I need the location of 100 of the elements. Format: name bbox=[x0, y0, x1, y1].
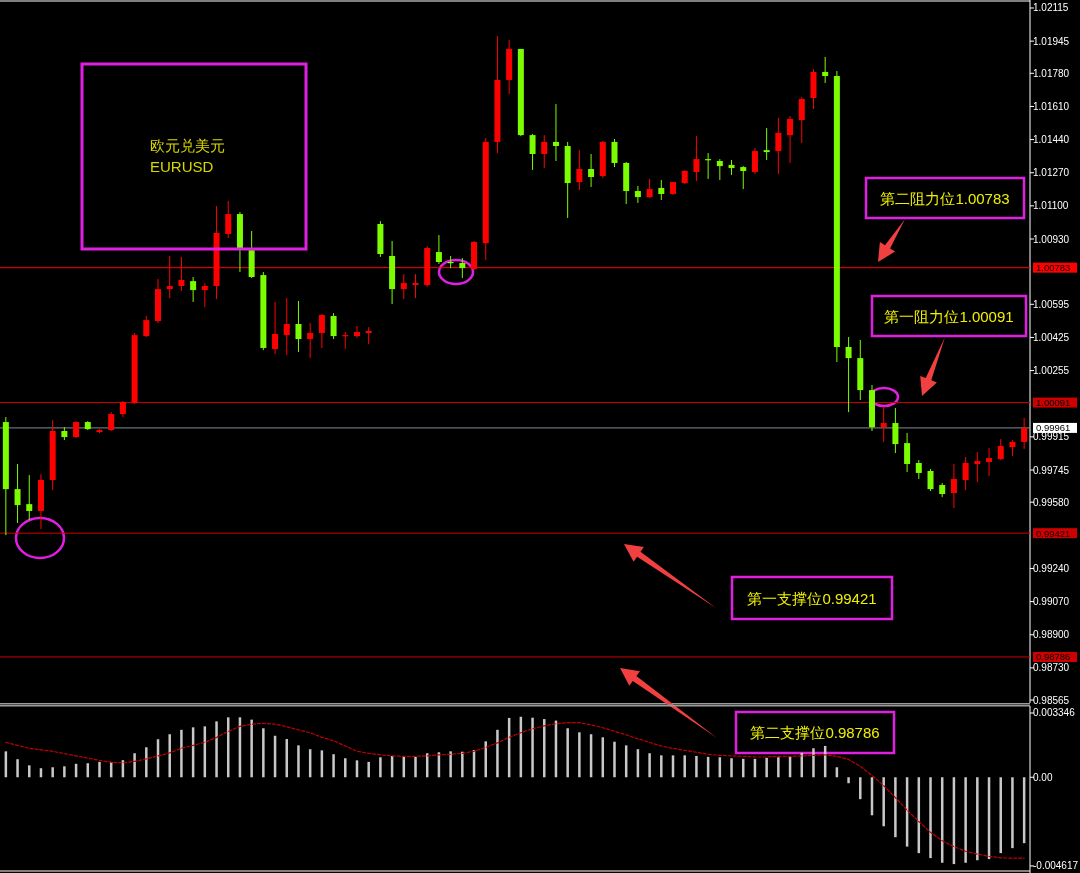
candlestick bbox=[986, 447, 993, 477]
annotation: 第二支撑位0.98786 bbox=[750, 724, 880, 741]
candlestick bbox=[950, 463, 957, 509]
candlestick bbox=[353, 325, 360, 339]
bar bbox=[367, 761, 370, 778]
candlestick bbox=[541, 134, 548, 169]
bar bbox=[168, 734, 171, 778]
bar bbox=[63, 766, 66, 778]
bar bbox=[51, 767, 54, 778]
bar bbox=[215, 721, 218, 778]
candlestick bbox=[307, 322, 314, 359]
candlestick bbox=[775, 117, 782, 175]
candlestick bbox=[763, 127, 770, 161]
bar bbox=[16, 759, 19, 778]
candlestick bbox=[295, 300, 302, 353]
candlestick bbox=[435, 234, 442, 265]
bar bbox=[964, 777, 967, 863]
candlestick bbox=[400, 273, 407, 300]
annotation: 第二支撑位0.98786 bbox=[734, 710, 896, 755]
bar bbox=[578, 732, 581, 778]
candlestick bbox=[108, 411, 115, 432]
bar bbox=[180, 729, 183, 778]
ref-line-label: 1.00783 bbox=[1036, 262, 1071, 274]
bar bbox=[133, 753, 136, 778]
bar bbox=[730, 758, 733, 778]
bar bbox=[1011, 777, 1014, 849]
bar bbox=[882, 777, 885, 827]
candlestick bbox=[283, 297, 290, 356]
bar bbox=[566, 728, 569, 778]
y-tick-label: 0.003346 bbox=[1033, 707, 1076, 719]
bar bbox=[297, 745, 300, 778]
annotation: 第一支撑位0.99421 bbox=[747, 589, 877, 607]
candlestick bbox=[576, 149, 583, 191]
annotation: 第一阻力位1.00091 bbox=[870, 294, 1028, 338]
ref-line-label: 0.98786 bbox=[1036, 651, 1071, 663]
bar bbox=[262, 728, 265, 778]
title-box: 欧元兑美元 EURUSD bbox=[80, 62, 308, 251]
bar bbox=[976, 777, 979, 861]
candlestick bbox=[845, 336, 852, 413]
candlestick bbox=[330, 312, 337, 340]
bar bbox=[695, 755, 698, 778]
bar bbox=[344, 758, 347, 778]
bar bbox=[145, 747, 148, 778]
candlestick bbox=[225, 200, 232, 239]
ref-line-label: 0.99421 bbox=[1036, 527, 1071, 539]
bar bbox=[543, 719, 546, 778]
bar bbox=[531, 717, 534, 778]
annotation: 第一支撑位0.99421 bbox=[730, 575, 894, 621]
candlestick bbox=[787, 115, 794, 164]
bar bbox=[765, 757, 768, 778]
candlestick bbox=[14, 463, 21, 524]
candlestick bbox=[26, 474, 33, 521]
bar bbox=[379, 757, 382, 778]
y-tick-label: 1.01100 bbox=[1033, 200, 1069, 212]
bar bbox=[648, 753, 651, 778]
bar bbox=[777, 757, 780, 778]
y-tick-label: 0.98565 bbox=[1033, 694, 1070, 706]
bar bbox=[929, 777, 932, 859]
candlestick bbox=[1021, 417, 1028, 450]
y-tick-label: 1.02115 bbox=[1033, 2, 1069, 14]
y-tick-label: 0.00 bbox=[1033, 771, 1053, 783]
bar bbox=[812, 748, 815, 778]
candlestick bbox=[880, 406, 887, 443]
candlestick bbox=[892, 407, 899, 454]
candlestick bbox=[143, 315, 150, 338]
y-tick-label: 0.98900 bbox=[1033, 629, 1070, 641]
y-tick-label: 0.98730 bbox=[1033, 662, 1070, 674]
bar bbox=[28, 765, 31, 778]
y-tick-label: 0.99915 bbox=[1033, 431, 1070, 443]
candlestick bbox=[974, 451, 981, 483]
candlestick bbox=[904, 432, 911, 473]
candlestick bbox=[201, 282, 208, 308]
candlestick bbox=[634, 185, 641, 204]
bar bbox=[613, 741, 616, 778]
candlestick bbox=[552, 103, 559, 162]
y-tick-label: 0.99070 bbox=[1033, 596, 1070, 608]
bar bbox=[894, 777, 897, 838]
candlestick bbox=[716, 158, 723, 181]
ref-label: 0.98786 bbox=[1033, 651, 1077, 663]
candlestick bbox=[997, 438, 1004, 461]
y-tick-label: 1.01270 bbox=[1033, 167, 1070, 179]
y-tick-label: 1.01440 bbox=[1033, 134, 1070, 146]
y-tick-label: 1.01945 bbox=[1033, 35, 1070, 47]
y-tick-label: 0.99580 bbox=[1033, 496, 1070, 508]
annotation: 第二阻力位1.00783 bbox=[880, 189, 1010, 207]
candlestick bbox=[588, 153, 595, 188]
y-tick-label: 1.01780 bbox=[1033, 67, 1070, 79]
candlestick bbox=[740, 165, 747, 190]
y-tick-label: 0.99745 bbox=[1033, 464, 1070, 476]
annotation: 第一阻力位1.00091 bbox=[884, 307, 1014, 325]
bar bbox=[98, 761, 101, 778]
annotation: 第二阻力位1.00783 bbox=[864, 176, 1026, 220]
ref-line-label: 0.99961 bbox=[1036, 422, 1071, 434]
candlestick bbox=[751, 147, 758, 175]
bar bbox=[461, 751, 464, 778]
candlestick bbox=[962, 456, 969, 491]
y-tick-label: 1.00255 bbox=[1033, 365, 1070, 377]
candlestick bbox=[611, 138, 618, 168]
bar bbox=[414, 756, 417, 778]
candlestick bbox=[646, 178, 653, 199]
